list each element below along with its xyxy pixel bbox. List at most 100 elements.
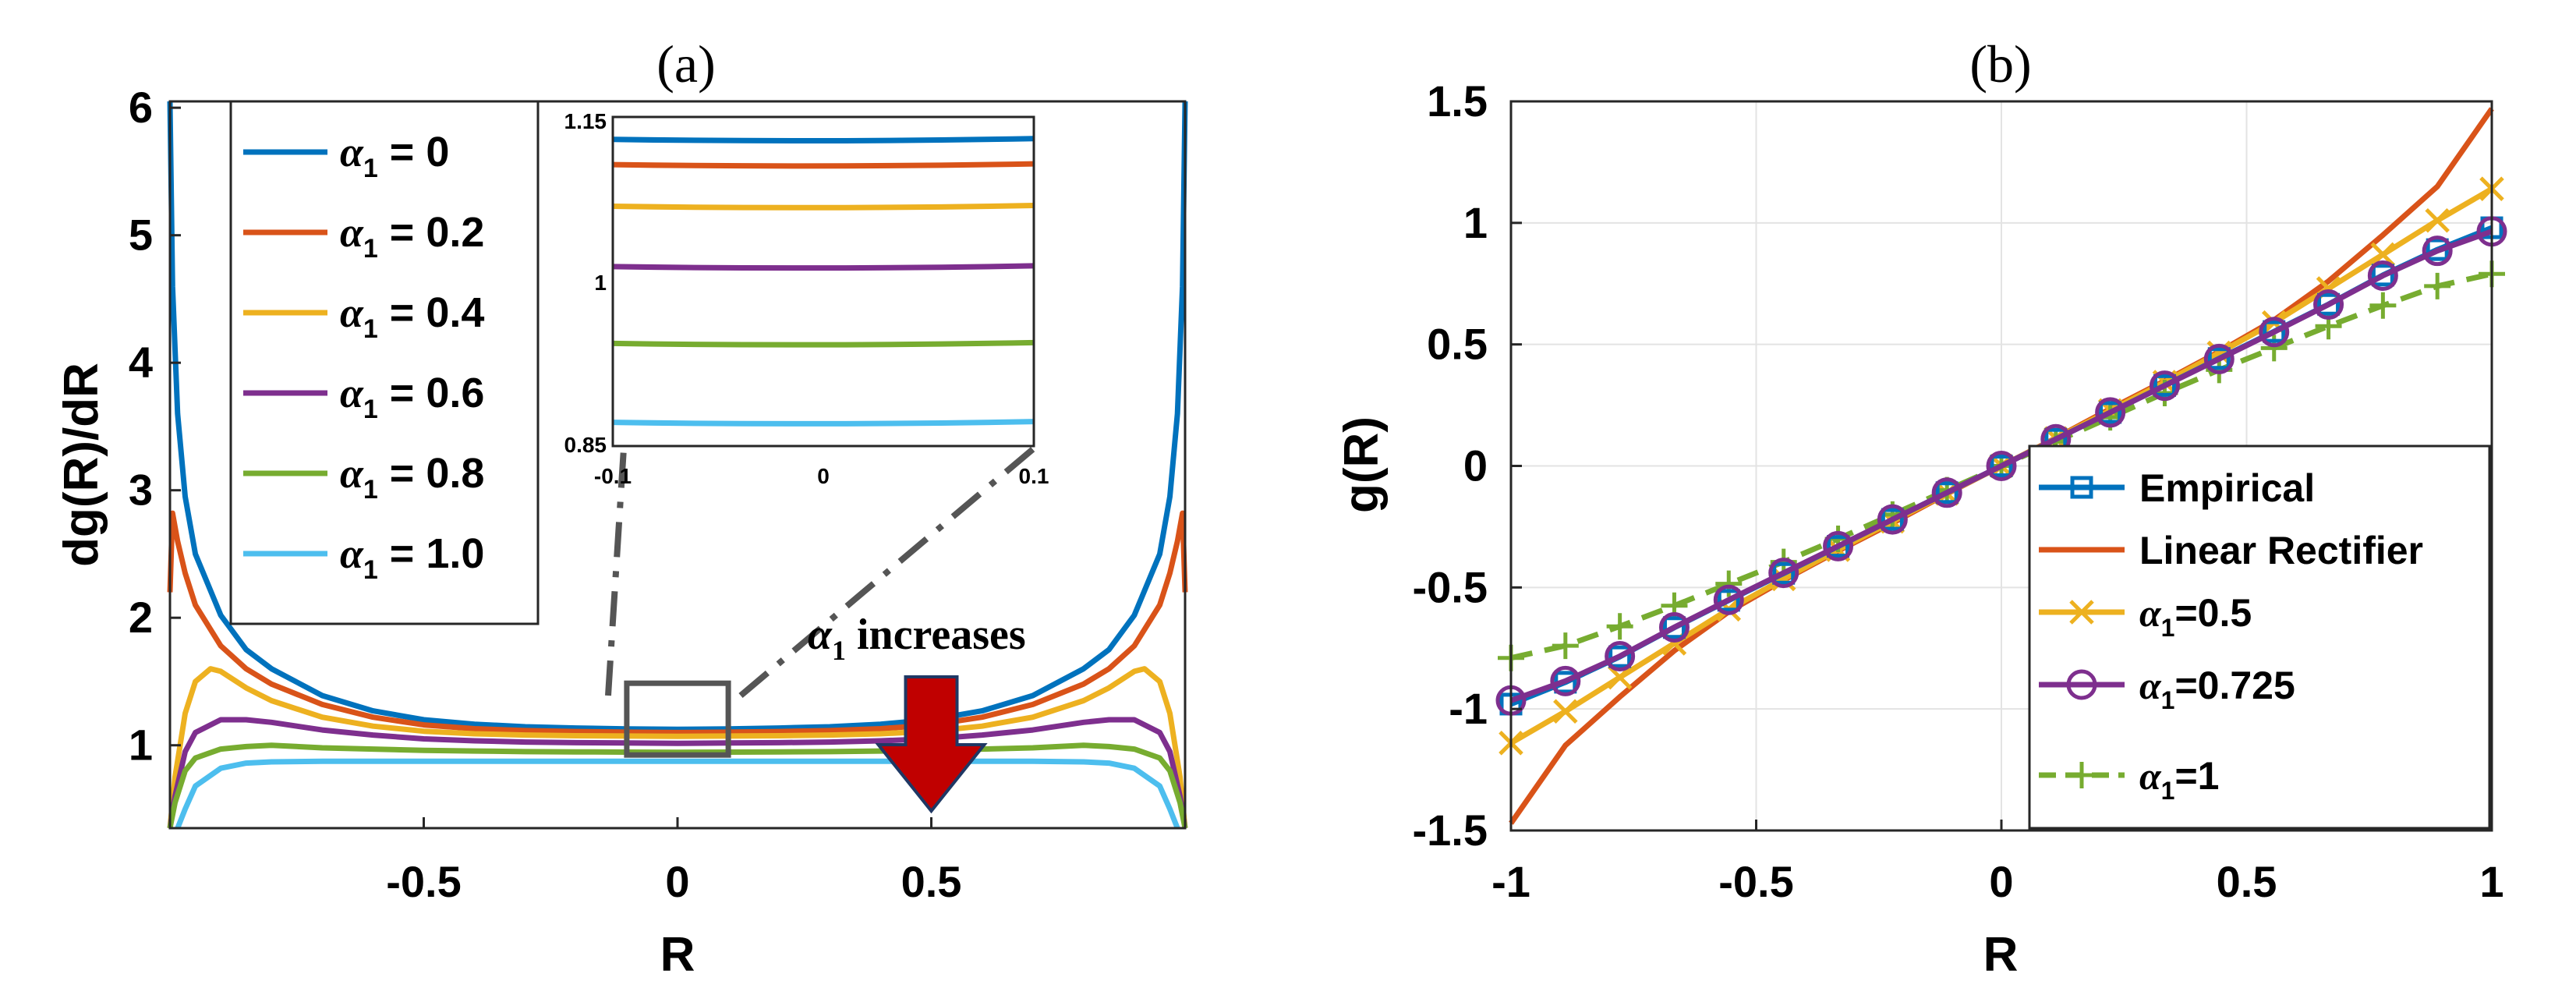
panel-b-data-marker	[1931, 477, 1962, 508]
panel-a-xticks: -0.5 0 0.5	[386, 817, 961, 906]
panel-b-data-marker	[1827, 535, 1850, 558]
panel-b-xtick-label: -0.5	[1718, 857, 1794, 906]
inset-xtick-label: 0	[817, 464, 830, 488]
panel-b-data-marker	[1553, 699, 1578, 724]
panel-a-ytick-label: 6	[129, 83, 153, 132]
panel-b-data-marker	[2371, 264, 2394, 287]
panel-a-legend-box	[229, 100, 540, 625]
panel-a-series-line-3	[167, 717, 1188, 829]
panel-b-series-line-3	[1509, 228, 2493, 703]
inset-series-line-4	[612, 339, 1035, 348]
panel-a-legend-items: α1 = 0 α1 = 0.2 α1 = 0.4 α1 = 0.6 α1 = 0.8 α1…	[243, 129, 484, 585]
inset-background	[613, 117, 1034, 446]
panel-a-ytick-label: 1	[129, 721, 153, 770]
panel-b-data-marker	[1772, 561, 1796, 585]
increase-annotation: α1 increases	[808, 611, 1026, 814]
panel-a-xlabel: R	[660, 928, 695, 982]
zoom-region-box	[624, 680, 731, 758]
inset-axes-box	[611, 115, 1035, 448]
panel-a-title: (a)	[656, 34, 715, 94]
panel-b-data-marker	[1986, 451, 2017, 481]
panel-b-legend-marker	[2069, 600, 2094, 625]
legend-label-empirical: Empirical	[2139, 466, 2315, 510]
panel-b-xtick-label: 0	[1989, 857, 2013, 906]
panel-a-xtick-label: 0.5	[901, 857, 962, 906]
inset-xtick-label: 0.1	[1019, 464, 1049, 488]
panel-b-ytick-label: 0	[1463, 441, 1488, 490]
inset-series-line-3	[612, 263, 1035, 271]
panel-b-data-marker	[2149, 370, 2180, 402]
panel-b-data-marker	[2099, 401, 2122, 424]
panel-b-data-marker	[1881, 508, 1904, 531]
legend-label-linear-rectifier: Linear Rectifier	[2139, 529, 2423, 572]
legend-label-alpha-0.725: α1=0.725	[2139, 664, 2295, 714]
panel-a-ytick-label: 5	[129, 211, 153, 260]
panel-b-data-marker	[1550, 665, 1581, 696]
panel-b-data-marker	[1768, 558, 1799, 589]
panel-b-legend-marker	[2066, 669, 2097, 700]
panel-b-data-marker	[1607, 664, 1633, 690]
panel-b-ytick-label: 1.5	[1427, 76, 1488, 126]
panel-b-data-marker	[1605, 641, 1636, 672]
panel-b-data-marker	[2259, 317, 2290, 348]
panel-b-data-marker	[2153, 374, 2176, 397]
legend-label-alpha-1: α1=1	[2139, 754, 2219, 805]
panel-a-xtick-label: 0	[665, 857, 689, 906]
panel-b-data-marker	[1713, 584, 1744, 615]
panel-a-legend-label: α1 = 0.6	[340, 370, 484, 424]
panel-b-legend-box	[2028, 444, 2491, 830]
panel-b-data-marker	[1552, 632, 1579, 660]
panel-b-data-marker	[1823, 530, 1854, 561]
panel-b-legend: Empirical Linear Rectifier α1=0.5 α1=0.7…	[2028, 444, 2491, 830]
panel-b-ytick-label: -1	[1449, 684, 1488, 733]
panel-b-data-marker	[2370, 242, 2396, 267]
panel-b-xtick-label: 0.5	[2217, 857, 2277, 906]
panel-a-legend-label: α1 = 0.4	[340, 289, 484, 344]
panel-b-data-marker	[1658, 611, 1690, 643]
inset-series-line-1	[612, 161, 1035, 169]
panel-b-data-marker	[2263, 320, 2286, 343]
panel-b-xtick-label: 1	[2479, 857, 2503, 906]
panel-b-data-marker	[2203, 343, 2235, 374]
inset-series-line-0	[612, 136, 1035, 144]
panel-b-data-marker	[1717, 589, 1740, 612]
panel-b-ylabel: g(R)	[1335, 416, 1389, 513]
panel-b-data-marker	[2095, 397, 2126, 428]
inset-ytick-label: 1.15	[564, 109, 607, 133]
panel-b-data-marker	[2367, 260, 2398, 291]
panel-a-series-line-0	[167, 101, 1188, 732]
legend-label-alpha-0.5: α1=0.5	[2139, 591, 2252, 642]
panel-b-data-marker	[2313, 289, 2344, 320]
panel-b-legend-items	[2039, 476, 2125, 788]
panel-b-data-marker	[1990, 455, 2013, 477]
panel-b-data-marker	[1662, 616, 1686, 639]
panel-b-ytick-label: 1	[1463, 198, 1488, 247]
panel-b-data-marker	[1606, 613, 1633, 640]
panel-a-ytick-label: 2	[129, 593, 153, 642]
panel-a-series-line-2	[167, 666, 1188, 829]
panel-b-ytick-label: 0.5	[1427, 320, 1488, 369]
inset-ytick-label: 0.85	[564, 433, 607, 457]
panel-b-ytick-label: -1.5	[1413, 806, 1488, 855]
annotation-text: α1 increases	[808, 611, 1026, 666]
panel-b-data-marker	[2369, 292, 2397, 319]
panel-a-legend-label: α1 = 0.8	[340, 450, 484, 505]
panel-b-data-marker	[2425, 207, 2450, 233]
inset-plot: 1.15 1 0.85 -0.1 0 0.1	[564, 109, 1049, 488]
panel-b-data-marker	[2424, 272, 2451, 299]
panel-b-xticks: -1 -0.5 0 0.5 1	[1491, 820, 2504, 906]
down-arrow-icon	[875, 675, 988, 814]
zoom-connector-right	[738, 445, 1036, 699]
panel-a-ytick-label: 3	[129, 466, 153, 515]
panel-a-legend-label: α1 = 1.0	[340, 530, 484, 585]
inset-series-group	[612, 136, 1035, 427]
panel-b: (b) -1 -0.5 0 0.5 1 -1.5-1-0.500.511.5 R g(R…	[1335, 34, 2507, 982]
panel-b-data-marker	[2317, 292, 2341, 316]
panel-b-title: (b)	[1969, 34, 2031, 94]
panel-b-ytick-label: -0.5	[1413, 562, 1488, 611]
panel-a-yticks: 1 2 3 4 5 6	[129, 83, 181, 770]
panel-b-legend-marker	[2070, 476, 2093, 499]
zoom-connector-left	[605, 448, 627, 696]
